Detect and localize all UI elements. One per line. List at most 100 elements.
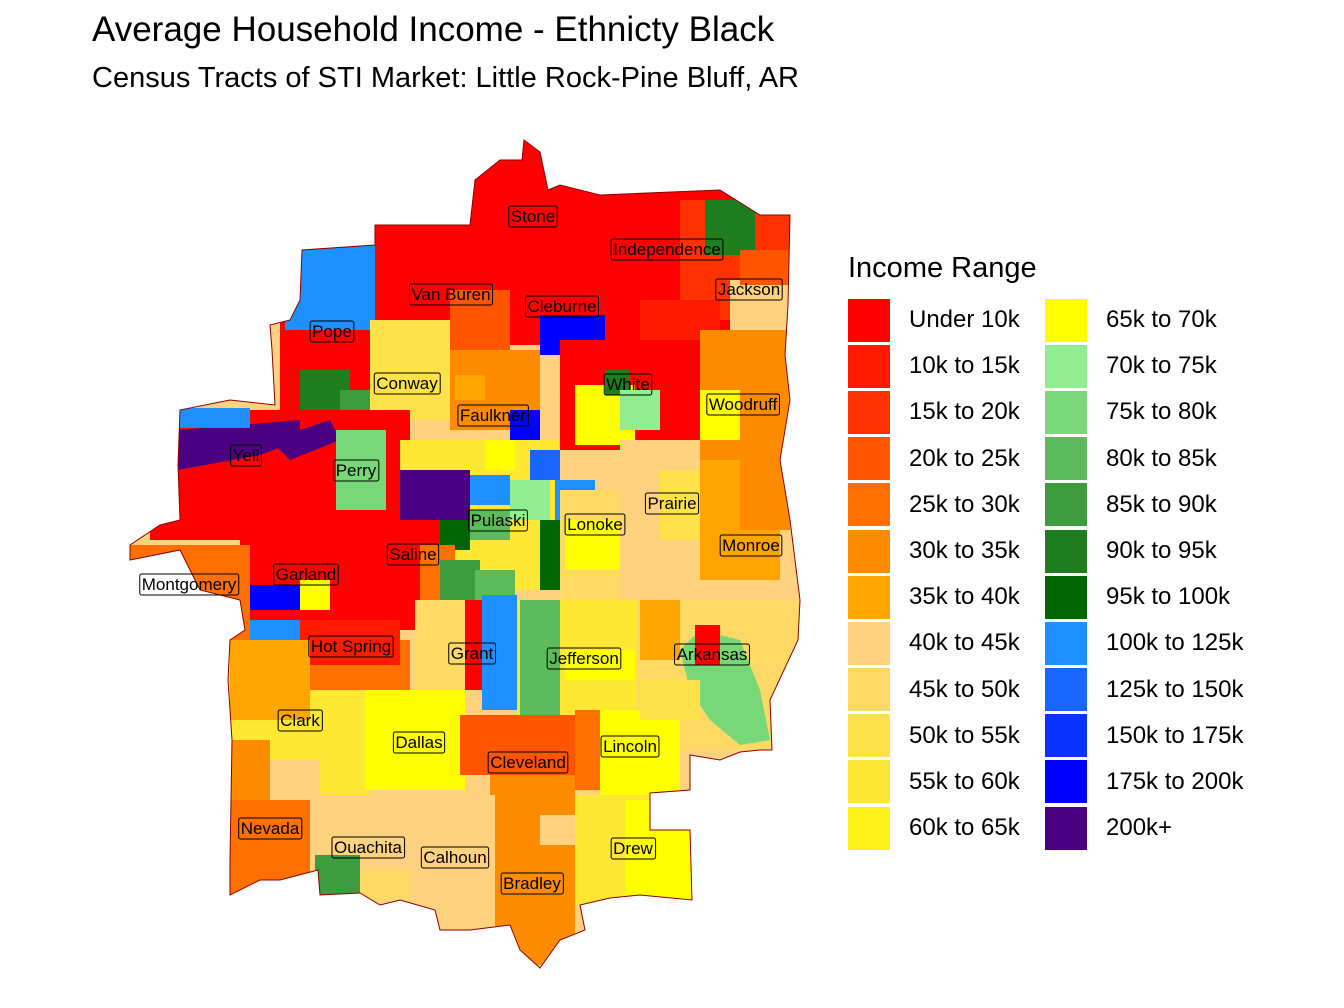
legend-item: 200k+: [1045, 805, 1242, 851]
legend-label: 200k+: [1106, 814, 1173, 842]
svg-text:Ouachita: Ouachita: [334, 838, 403, 857]
legend-title: Income Range: [848, 252, 1037, 284]
svg-text:Perry: Perry: [336, 461, 377, 480]
svg-text:Monroe: Monroe: [722, 536, 780, 555]
county-label-cleveland: Cleveland: [487, 751, 569, 774]
legend-swatch: [848, 760, 890, 804]
county-label-faulkner: Faulkner: [457, 404, 529, 427]
svg-text:Lincoln: Lincoln: [603, 737, 657, 756]
legend-swatch: [848, 390, 890, 434]
legend-swatch: [848, 806, 890, 850]
county-label-calhoun: Calhoun: [420, 846, 490, 869]
legend-label: 175k to 200k: [1106, 767, 1244, 795]
legend-item: 45k to 50k: [848, 667, 1045, 713]
legend: Income Range Under 10k 10k to 15k 15k to 2…: [848, 252, 1244, 851]
legend-swatch: [848, 668, 890, 712]
legend-label: 40k to 45k: [909, 629, 1020, 657]
legend-item: 40k to 45k: [848, 620, 1045, 666]
legend-swatch: [848, 344, 890, 388]
county-label-jefferson: Jefferson: [546, 647, 622, 670]
legend-item: 90k to 95k: [1045, 528, 1242, 574]
legend-item: 35k to 40k: [848, 574, 1045, 620]
county-labels: Stone Independence Jackson Van Buren Cleburn…: [139, 205, 783, 895]
county-label-conway: Conway: [373, 372, 441, 395]
legend-swatch: [848, 483, 890, 527]
county-label-ouachita: Ouachita: [331, 836, 406, 859]
legend-item: 55k to 60k: [848, 759, 1045, 805]
legend-label: 35k to 40k: [909, 583, 1020, 611]
legend-swatch: [1045, 529, 1087, 573]
legend-swatch: [1045, 668, 1087, 712]
legend-swatch: [1045, 298, 1087, 342]
svg-text:Bradley: Bradley: [503, 874, 561, 893]
legend-swatch: [1045, 806, 1087, 850]
legend-item: 10k to 15k: [848, 343, 1045, 389]
svg-text:Nevada: Nevada: [241, 819, 300, 838]
svg-text:Garland: Garland: [276, 565, 336, 584]
legend-item: 75k to 80k: [1045, 389, 1242, 435]
county-label-yell: Yell: [230, 444, 262, 467]
legend-label: Under 10k: [909, 306, 1020, 334]
svg-text:Van Buren: Van Buren: [411, 285, 490, 304]
legend-label: 70k to 75k: [1106, 352, 1217, 380]
legend-item: 175k to 200k: [1045, 759, 1244, 805]
svg-text:Stone: Stone: [511, 207, 555, 226]
svg-text:Calhoun: Calhoun: [423, 848, 486, 867]
county-label-lonoke: Lonoke: [564, 513, 626, 536]
svg-text:Drew: Drew: [613, 839, 653, 858]
legend-label: 150k to 175k: [1106, 721, 1244, 749]
svg-text:Prairie: Prairie: [647, 494, 696, 513]
legend-column-right: 65k to 70k 70k to 75k 75k to 80k 80k to 85k…: [1045, 297, 1244, 851]
legend-label: 80k to 85k: [1106, 444, 1217, 472]
legend-swatch: [848, 437, 890, 481]
county-label-drew: Drew: [610, 837, 657, 860]
county-label-arkansas: Arkansas: [674, 643, 750, 666]
legend-label: 10k to 15k: [909, 352, 1020, 380]
county-label-garland: Garland: [273, 563, 339, 586]
legend-label: 45k to 50k: [909, 675, 1020, 703]
legend-label: 20k to 25k: [909, 444, 1020, 472]
legend-label: 30k to 35k: [909, 537, 1020, 565]
legend-item: 125k to 150k: [1045, 667, 1243, 713]
county-label-bradley: Bradley: [500, 872, 564, 895]
legend-label: 55k to 60k: [909, 767, 1020, 795]
county-label-prairie: Prairie: [644, 492, 700, 515]
county-label-jackson: Jackson: [715, 278, 783, 301]
legend-label: 60k to 65k: [909, 814, 1020, 842]
legend-item: 85k to 90k: [1045, 482, 1242, 528]
county-label-monroe: Monroe: [719, 534, 783, 557]
svg-text:Woodruff: Woodruff: [709, 395, 778, 414]
svg-text:Yell: Yell: [233, 446, 260, 465]
legend-swatch: [848, 298, 890, 342]
county-label-stone: Stone: [508, 205, 558, 228]
county-label-dallas: Dallas: [392, 731, 446, 754]
county-label-cleburne: Cleburne: [525, 295, 599, 318]
legend-item: 25k to 30k: [848, 482, 1045, 528]
legend-swatch: [1045, 714, 1087, 758]
legend-item: 50k to 55k: [848, 713, 1045, 759]
legend-swatch: [1045, 390, 1087, 434]
svg-text:Cleveland: Cleveland: [490, 753, 566, 772]
county-label-pulaski: Pulaski: [468, 509, 528, 532]
svg-text:Jefferson: Jefferson: [549, 649, 619, 668]
svg-text:White: White: [606, 375, 649, 394]
map-subtitle: Census Tracts of STI Market: Little Rock…: [92, 62, 800, 94]
legend-swatch: [848, 621, 890, 665]
svg-text:Pope: Pope: [312, 322, 352, 341]
legend-label: 95k to 100k: [1106, 583, 1231, 611]
legend-label: 85k to 90k: [1106, 490, 1217, 518]
map-title: Average Household Income - Ethnicty Blac…: [92, 10, 775, 49]
svg-text:Grant: Grant: [451, 644, 494, 663]
legend-item: 70k to 75k: [1045, 343, 1242, 389]
legend-swatch: [1045, 621, 1087, 665]
svg-text:Lonoke: Lonoke: [567, 515, 623, 534]
svg-text:Montgomery: Montgomery: [142, 575, 237, 594]
market-outline: [129, 139, 801, 969]
county-label-white: White: [603, 373, 653, 396]
legend-label: 15k to 20k: [909, 398, 1020, 426]
legend-label: 100k to 125k: [1106, 629, 1244, 657]
svg-text:Arkansas: Arkansas: [677, 645, 748, 664]
legend-item: 30k to 35k: [848, 528, 1045, 574]
county-label-saline: Saline: [386, 543, 440, 566]
legend-item: Under 10k: [848, 297, 1045, 343]
